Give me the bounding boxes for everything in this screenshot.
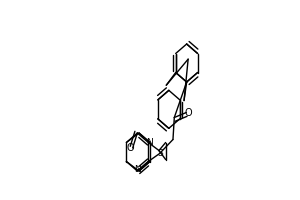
Text: N: N	[134, 166, 141, 174]
Text: N: N	[146, 138, 153, 147]
Text: S: S	[158, 149, 164, 158]
Text: O: O	[184, 108, 192, 117]
Text: O: O	[127, 143, 134, 153]
